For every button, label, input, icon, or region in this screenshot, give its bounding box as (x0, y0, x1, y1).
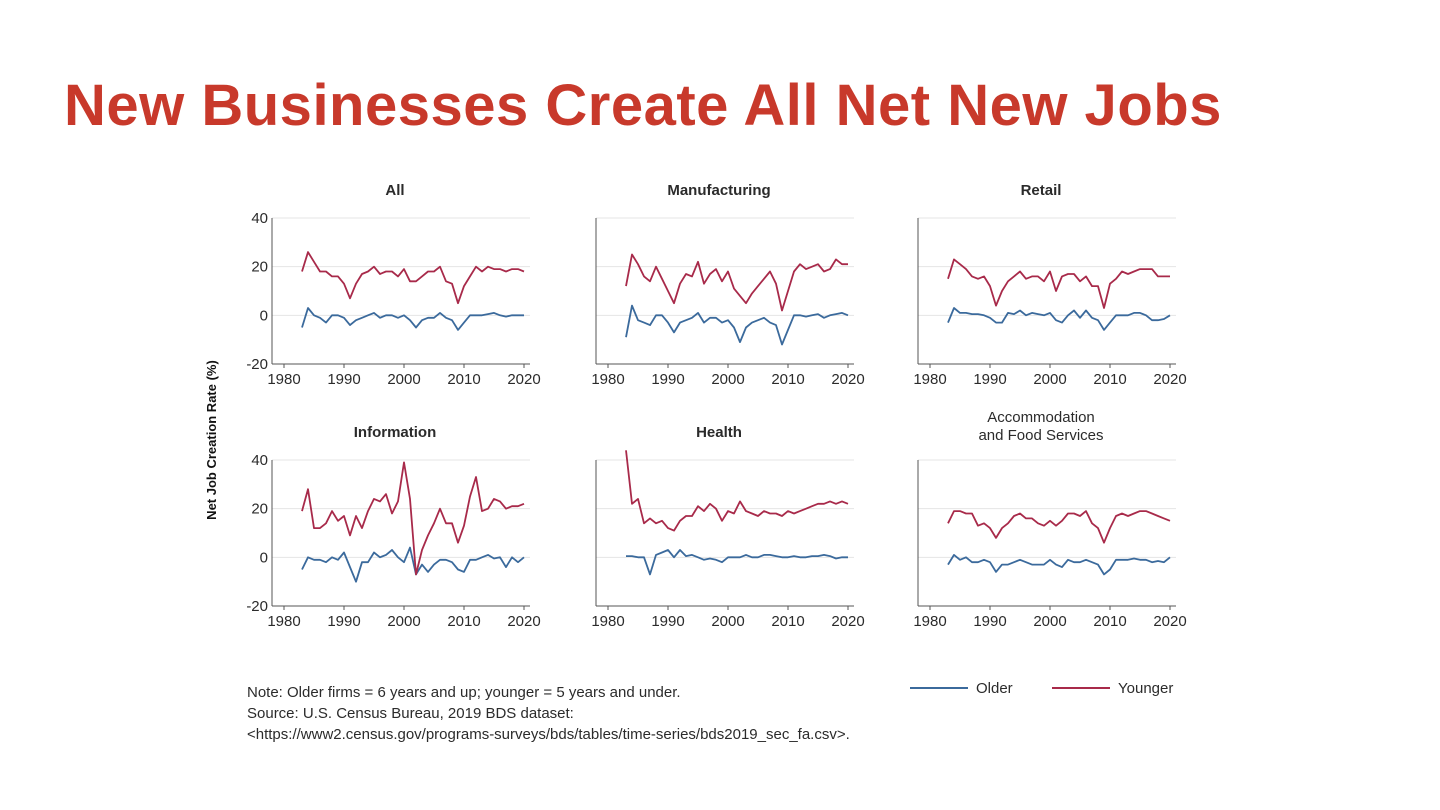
series-line-older (625, 304, 849, 346)
x-tick-label: 2000 (1033, 613, 1066, 630)
x-tick-label: 2000 (387, 613, 420, 630)
x-tick-label: 2010 (771, 613, 804, 630)
panel-title: Accommodation (987, 409, 1095, 426)
series-line-older (626, 549, 848, 576)
legend-item-younger: Younger (1052, 678, 1173, 698)
panel-health: Health 1980 1990 2000 2010 2020 (591, 424, 864, 630)
panel-retail: Retail 1980 1990 2000 2010 2020 (913, 182, 1186, 388)
series-line-older (947, 307, 1171, 331)
x-tick-label: 2020 (831, 613, 864, 630)
x-tick-label: 2020 (507, 613, 540, 630)
panel-title: Health (696, 424, 742, 441)
panel-title: Retail (1021, 182, 1062, 199)
x-tick-label: 2020 (1153, 613, 1186, 630)
x-tick-label: 1990 (651, 613, 684, 630)
x-tick-label: 2010 (447, 613, 480, 630)
x-tick-label: 1990 (327, 613, 360, 630)
x-tick-label: 2000 (711, 613, 744, 630)
series-line-younger (947, 258, 1170, 309)
series-line-older (301, 546, 525, 583)
panel-all: All 1980 1990 2000 2010 2020 -20 0 20 40 (246, 182, 540, 388)
panel-title: All (385, 182, 404, 199)
x-tick-label: 1980 (913, 613, 946, 630)
legend-label-older: Older (976, 679, 1013, 697)
x-tick-label: 1980 (591, 371, 624, 388)
x-tick-label: 1990 (651, 371, 684, 388)
legend-item-older: Older (910, 678, 1013, 698)
x-tick-label: 2000 (1033, 371, 1066, 388)
y-tick-label: 0 (260, 307, 268, 324)
x-tick-label: 2010 (771, 371, 804, 388)
legend-swatch-older (910, 687, 968, 689)
panel-manufacturing: Manufacturing 1980 1990 2000 2010 2020 (591, 182, 864, 388)
legend-label-younger: Younger (1118, 679, 1174, 697)
y-tick-label: 20 (251, 501, 268, 518)
x-tick-label: 2010 (1093, 613, 1126, 630)
x-tick-label: 1980 (913, 371, 946, 388)
series-line-younger (301, 461, 525, 576)
x-tick-label: 2010 (447, 371, 480, 388)
source-url-text: <https://www2.census.gov/programs-survey… (247, 726, 850, 743)
y-tick-label: 20 (251, 259, 268, 276)
shared-y-axis-label: Net Job Creation Rate (%) (204, 360, 219, 520)
x-tick-label: 2020 (831, 371, 864, 388)
x-tick-label: 1980 (267, 613, 300, 630)
x-tick-label: 2010 (1093, 371, 1126, 388)
x-tick-label: 2000 (387, 371, 420, 388)
y-tick-label: 0 (260, 549, 268, 566)
y-tick-label: -20 (246, 356, 268, 373)
source-text: Source: U.S. Census Bureau, 2019 BDS dat… (247, 705, 574, 722)
small-multiples-panels: All 1980 1990 2000 2010 2020 -20 0 20 40 Manufactu… (246, 182, 1186, 630)
panel-title: Manufacturing (667, 182, 770, 199)
series-line-older (301, 307, 524, 331)
panel-title: and Food Services (978, 427, 1103, 444)
note-text: Note: Older firms = 6 years and up; youn… (247, 684, 681, 701)
x-tick-label: 1990 (327, 371, 360, 388)
series-line-older (947, 554, 1171, 576)
legend-swatch-younger (1052, 687, 1110, 689)
y-tick-label: 40 (251, 210, 268, 227)
series-line-younger (625, 450, 849, 532)
series-line-younger (947, 510, 1171, 544)
series-line-younger (301, 251, 525, 305)
y-tick-label: -20 (246, 598, 268, 615)
panel-title: Information (354, 424, 437, 441)
x-tick-label: 1980 (591, 613, 624, 630)
x-tick-label: 2020 (1153, 371, 1186, 388)
notes-block: Note: Older firms = 6 years and up; youn… (247, 682, 850, 745)
x-tick-label: 1990 (973, 613, 1006, 630)
series-line-younger (625, 253, 848, 312)
slide-title: New Businesses Create All Net New Jobs (64, 73, 1222, 138)
x-tick-label: 1990 (973, 371, 1006, 388)
x-tick-label: 2000 (711, 371, 744, 388)
panel-information: Information 1980 1990 2000 2010 2020 -20 0 20 40 (246, 424, 540, 630)
x-tick-label: 2020 (507, 371, 540, 388)
y-tick-label: 40 (251, 452, 268, 469)
x-tick-label: 1980 (267, 371, 300, 388)
